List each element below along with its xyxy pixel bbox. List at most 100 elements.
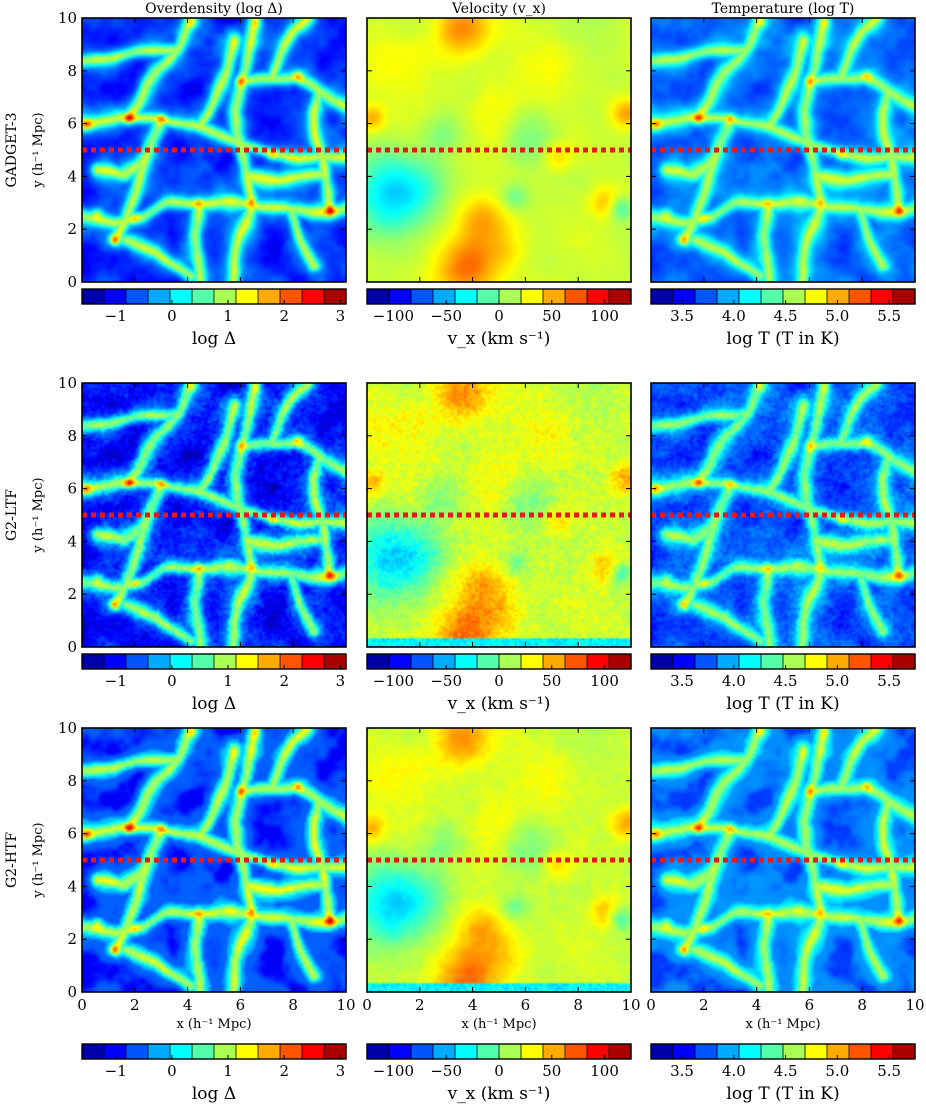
colorbar-step — [871, 1044, 894, 1059]
x-tick-label: 0 — [77, 996, 87, 1014]
colorbar-temperature: 3.5 4.0 4.5 5.0 5.5 log T (T in K) — [650, 1043, 916, 1104]
colorbar-step — [236, 654, 259, 669]
colorbar-step — [367, 654, 390, 669]
colorbar-temperature: 3.5 4.0 4.5 5.0 5.5 log T (T in K) — [650, 288, 916, 349]
colorbar-frame — [650, 653, 916, 670]
colorbar-tick-label: 4.5 — [774, 1062, 798, 1080]
colorbar-step — [651, 289, 674, 304]
x-tick-label: 2 — [130, 996, 140, 1014]
colorbar-step — [302, 289, 325, 304]
y-axis-label: y (h⁻¹ Mpc) — [31, 112, 46, 188]
y-tick-label: 8 — [67, 427, 77, 445]
colorbar-step — [805, 654, 828, 669]
column-title: Temperature (log T) — [712, 1, 855, 17]
colorbar-tick-label: 50 — [542, 1062, 561, 1080]
x-tick-label: 4 — [183, 996, 193, 1014]
y-tick-label: 4 — [67, 167, 77, 185]
colorbar-step — [82, 654, 105, 669]
x-tick-label: 4 — [468, 996, 478, 1014]
colorbar-tick-label: 5.5 — [877, 1062, 901, 1080]
colorbar-tick-label: 0 — [494, 672, 504, 690]
colorbar-tick-label: −1 — [105, 307, 127, 325]
x-tick-label: 6 — [236, 996, 246, 1014]
colorbar-step — [170, 654, 193, 669]
colorbar-tick-label: −1 — [105, 672, 127, 690]
row-label: GADGET-3 — [4, 112, 20, 187]
colorbar-step — [324, 1044, 347, 1059]
colorbar-step — [565, 654, 588, 669]
colorbar-step — [783, 289, 806, 304]
x-tick-label: 2 — [699, 996, 709, 1014]
x-tick-label: 10 — [336, 996, 355, 1014]
colorbar-step — [258, 289, 281, 304]
panel-G2-HTF-temperature: 0 2 4 6 8 10 x (h⁻¹ Mpc) — [646, 727, 925, 1032]
colorbar-step — [739, 654, 762, 669]
colorbar-step — [521, 289, 544, 304]
colorbar-label: v_x (km s⁻¹) — [447, 1084, 551, 1104]
colorbar-step — [893, 654, 916, 669]
colorbar-tick-label: 100 — [590, 307, 619, 325]
y-tick-label: 8 — [67, 62, 77, 80]
colorbar-step — [871, 654, 894, 669]
colorbar-step — [280, 289, 303, 304]
colorbar-step — [389, 289, 412, 304]
colorbar-step — [543, 289, 566, 304]
colorbar-step — [651, 654, 674, 669]
x-tick-label: 6 — [805, 996, 815, 1014]
colorbar-step — [739, 1044, 762, 1059]
colorbar-tick-label: −100 — [373, 307, 414, 325]
x-tick-label: 8 — [573, 996, 583, 1014]
colorbar-step — [148, 289, 171, 304]
y-tick-label: 6 — [67, 115, 77, 133]
colorbar-step — [761, 289, 784, 304]
panel-G2-HTF-density: 0 2 4 6 8 10 y (h⁻¹ Mpc) G2-HTF 0 2 4 6 8 10 x (h⁻¹ Mp… — [4, 719, 356, 1032]
colorbar-step — [302, 1044, 325, 1059]
y-tick-label: 10 — [58, 9, 77, 27]
colorbar-tick-label: 1 — [223, 672, 233, 690]
x-tick-label: 8 — [857, 996, 867, 1014]
colorbar-step — [609, 654, 632, 669]
y-tick-label: 10 — [58, 719, 77, 737]
colorbar-step — [565, 1044, 588, 1059]
panel-GADGET-3-velocity: Velocity (v_x) — [366, 1, 632, 283]
colorbar-step — [258, 1044, 281, 1059]
colorbar-step — [587, 289, 610, 304]
colorbar-label: v_x (km s⁻¹) — [447, 694, 551, 714]
colorbar-step — [367, 1044, 390, 1059]
x-tick-label: 10 — [621, 996, 640, 1014]
colorbar-tick-label: 5.5 — [877, 672, 901, 690]
colorbar-step — [104, 289, 127, 304]
colorbar-step — [389, 654, 412, 669]
panel-frame — [366, 382, 632, 648]
colorbar-step — [104, 654, 127, 669]
colorbar-step — [389, 1044, 412, 1059]
colorbar-step — [148, 1044, 171, 1059]
colorbar-step — [455, 289, 478, 304]
colorbar-density: −1 0 1 2 3 log Δ — [81, 1043, 347, 1104]
colorbar-step — [805, 289, 828, 304]
colorbar-step — [761, 654, 784, 669]
colorbar-step — [695, 1044, 718, 1059]
x-tick-label: 0 — [646, 996, 656, 1014]
x-tick-label: 6 — [521, 996, 531, 1014]
colorbar-step — [761, 1044, 784, 1059]
colorbar-step — [236, 1044, 259, 1059]
y-tick-label: 2 — [67, 930, 77, 948]
panel-frame — [650, 727, 916, 993]
panel-frame — [366, 17, 632, 283]
colorbar-tick-label: −1 — [105, 1062, 127, 1080]
colorbar-step — [783, 654, 806, 669]
colorbar-step — [695, 654, 718, 669]
colorbar-tick-label: 50 — [542, 307, 561, 325]
x-tick-label: 8 — [288, 996, 298, 1014]
y-tick-label: 2 — [67, 585, 77, 603]
colorbar-step — [477, 654, 500, 669]
colorbar-step — [126, 654, 149, 669]
colorbar-density: −1 0 1 2 3 log Δ — [81, 288, 347, 349]
colorbar-tick-label: 2 — [279, 1062, 289, 1080]
colorbar-tick-label: −50 — [430, 672, 462, 690]
colorbar-tick-label: 4.0 — [722, 1062, 746, 1080]
y-tick-label: 0 — [67, 273, 77, 291]
colorbar-step — [433, 1044, 456, 1059]
colorbar-step — [893, 1044, 916, 1059]
